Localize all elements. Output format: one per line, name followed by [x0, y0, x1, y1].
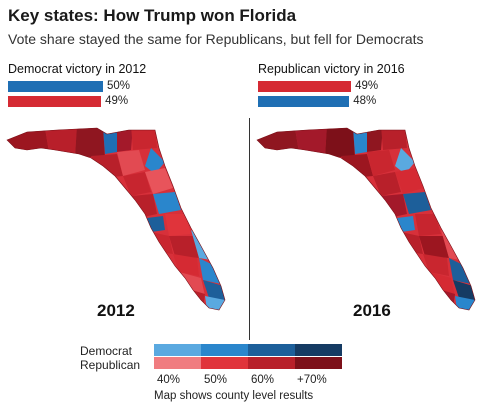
legend-rep-swatch-4 — [295, 357, 342, 369]
chart-title: Key states: How Trump won Florida — [8, 6, 297, 25]
chart-subtitle: Vote share stayed the same for Republica… — [8, 31, 424, 47]
legend-democrat-label: Democrat — [80, 344, 133, 358]
bar-label-2012-dem: 50% — [107, 80, 131, 92]
bar-row-2012-dem: 50% — [8, 80, 131, 92]
legend-tick-50: 50% — [204, 374, 228, 386]
bar-2012-rep — [8, 96, 102, 107]
bar-2012-dem — [8, 81, 103, 92]
legend-dem-swatch-1 — [154, 344, 201, 356]
panel-heading-2016: Republican victory in 2016 — [258, 62, 405, 76]
legend-tick-40: 40% — [157, 374, 181, 386]
legend-rep-swatch-1 — [154, 357, 201, 369]
legend-democrat-scale — [154, 344, 342, 356]
legend-dem-swatch-2 — [201, 344, 248, 356]
bar-row-2012-rep: 49% — [8, 95, 129, 107]
year-label-2012: 2012 — [97, 301, 135, 320]
legend-republican-label: Republican — [80, 358, 141, 372]
legend-republican-scale — [154, 357, 342, 369]
legend-dem-swatch-4 — [295, 344, 342, 356]
bar-2016-dem — [258, 96, 350, 107]
bar-row-2016-rep: 49% — [258, 80, 379, 92]
bar-label-2016-rep: 49% — [355, 80, 379, 92]
florida-map-2016 — [256, 127, 476, 311]
year-label-2016: 2016 — [353, 301, 391, 320]
legend-footnote: Map shows county level results — [154, 390, 314, 402]
bar-2016-rep — [258, 81, 352, 92]
legend-tick-70-plus: +70% — [297, 374, 327, 386]
bar-label-2012-rep: 49% — [105, 95, 129, 107]
panel-heading-2012: Democrat victory in 2012 — [8, 62, 147, 76]
bar-label-2016-dem: 48% — [353, 95, 377, 107]
legend-tick-60: 60% — [251, 374, 275, 386]
legend-rep-swatch-2 — [201, 357, 248, 369]
legend-dem-swatch-3 — [248, 344, 295, 356]
legend-rep-swatch-3 — [248, 357, 295, 369]
florida-map-2012 — [6, 127, 226, 311]
panel-divider — [249, 118, 250, 340]
bar-row-2016-dem: 48% — [258, 95, 377, 107]
